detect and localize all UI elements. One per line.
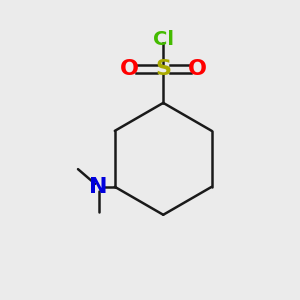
Text: O: O bbox=[188, 59, 207, 79]
Text: Cl: Cl bbox=[153, 30, 174, 49]
Text: O: O bbox=[120, 59, 139, 79]
Text: N: N bbox=[89, 177, 108, 197]
Text: S: S bbox=[155, 59, 171, 79]
